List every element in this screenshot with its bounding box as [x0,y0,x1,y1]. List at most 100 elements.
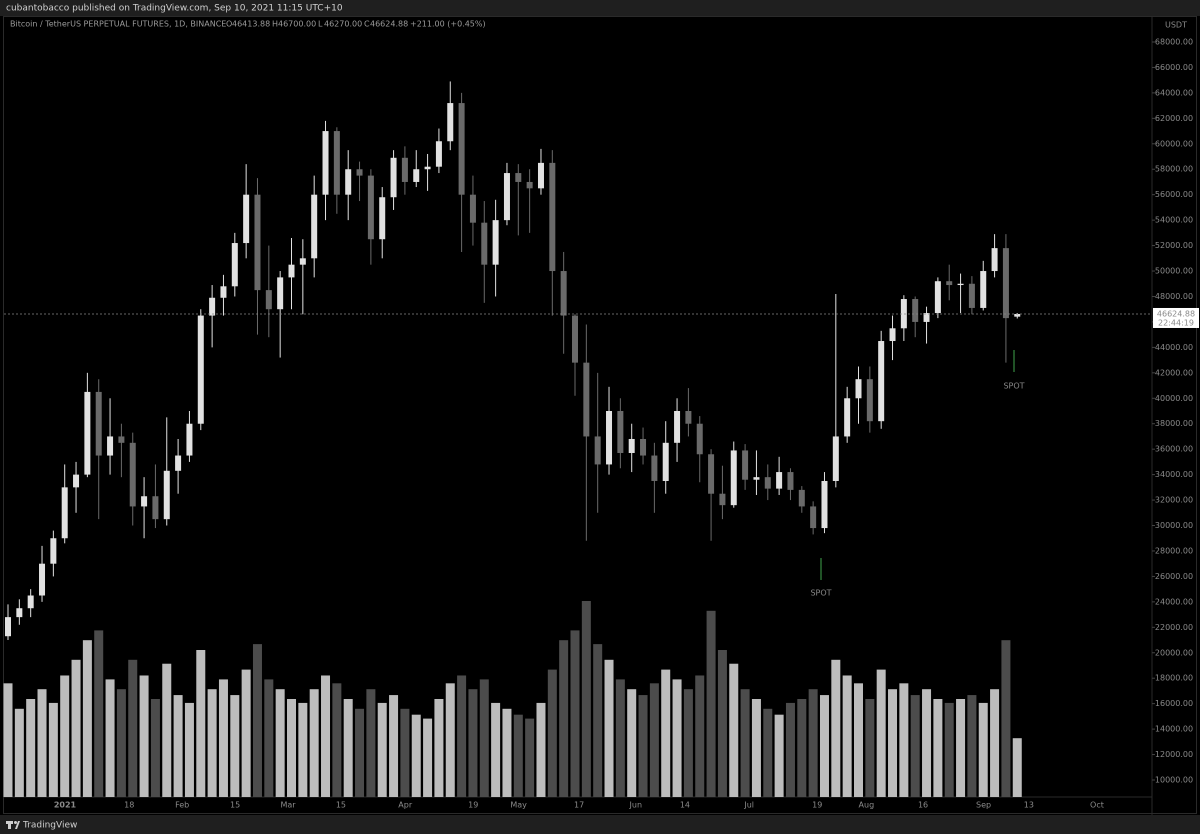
publisher: cubantobacco published on TradingView.co… [6,4,343,14]
candle-body [209,297,216,316]
volume-bar [922,689,932,797]
x-tick-label: Mar [280,801,296,810]
volume-bar [649,683,659,797]
volume-bar [604,659,614,797]
candle-body [968,283,975,308]
footer-bar [0,815,1200,834]
x-tick-label: May [510,801,527,810]
volume-bar [411,714,421,797]
volume-bar [298,702,308,797]
candle-body [855,379,862,399]
y-tick-label: 10000.00 [1155,776,1193,785]
candle-body [492,220,499,265]
volume-bar [888,689,898,797]
volume-bar [967,695,977,797]
volume-bar [717,650,727,797]
volume-bar [661,669,671,797]
volume-bar [14,708,24,797]
volume-bar [3,683,13,797]
last-price-box [1153,307,1199,328]
y-tick-label: 64000.00 [1155,88,1193,97]
candle-body [889,328,896,342]
x-tick-label: 14 [680,801,690,810]
volume-bar [785,702,795,797]
candle-body [129,442,136,507]
top-bar [0,0,1200,16]
y-tick-label: 62000.00 [1155,114,1193,123]
y-tick-label: 44000.00 [1155,343,1193,352]
candles [5,81,1021,641]
candle-body [674,411,681,443]
volume-bar [729,663,739,797]
y-tick-label: 42000.00 [1155,368,1193,377]
candle-body [333,131,340,195]
x-tick-label: 2021 [54,801,77,810]
candle-body [549,162,556,272]
volume-bar [230,695,240,797]
x-tick-label: Apr [398,801,413,810]
candle-body [390,157,397,198]
volume-bar [627,689,637,797]
volume-bar [94,630,104,797]
price-change: +211.00 (+0.45%) [410,20,486,29]
candle-body [708,454,715,494]
candle-body [27,595,34,609]
volume-bar [60,675,70,797]
volume-bar [196,650,206,797]
candle-body [152,496,159,520]
y-tick-label: 68000.00 [1155,38,1193,47]
volume-bar [593,644,603,797]
candle-body [107,436,114,456]
candle-body [583,362,590,437]
volume-bar [457,675,467,797]
currency-label: USDT [1165,21,1187,30]
candle-body [753,477,760,480]
candle-body [878,341,885,422]
candle-body [685,411,692,424]
volume-bar [139,675,149,797]
candle-body [515,173,522,182]
last-price-label: 46624.88 [1157,309,1195,318]
volume-bar [366,689,376,797]
volume-bar [434,699,444,797]
ohlc-key: O [226,20,232,29]
x-tick-label: 18 [124,801,134,810]
volume-bar [173,695,183,797]
candle-body [696,423,703,455]
volume-bar [105,679,115,797]
candle-body [84,391,91,475]
y-tick-label: 20000.00 [1155,648,1193,657]
x-tick-label: 15 [336,801,346,810]
candle-body [186,423,193,456]
ohlc-value: 46413.88 [232,20,270,29]
candle-body [16,608,23,618]
volume-bar [355,708,365,797]
candle-body [821,480,828,529]
candle-body [243,194,250,244]
y-tick-label: 48000.00 [1155,292,1193,301]
candle-body [73,474,80,488]
ohlc-value: 46270.00 [324,20,362,29]
candle-body [503,173,510,221]
candle-body [379,197,386,240]
volume-bar [479,679,489,797]
volume-series [3,601,1022,797]
candle-body [220,286,227,298]
candle-body [39,563,46,596]
volume-bar [287,699,296,797]
y-tick-label: 38000.00 [1155,419,1193,428]
candle-body [526,181,533,189]
candle-body [254,194,261,291]
x-tick-label: 17 [574,801,584,810]
candle-body [5,617,11,637]
volume-bar [910,695,920,797]
candle-body [277,277,284,310]
candle-body [175,455,182,471]
x-tick-label: 16 [918,801,928,810]
volume-bar [581,601,591,797]
tv-logo [6,821,20,829]
candle-body [469,194,476,223]
